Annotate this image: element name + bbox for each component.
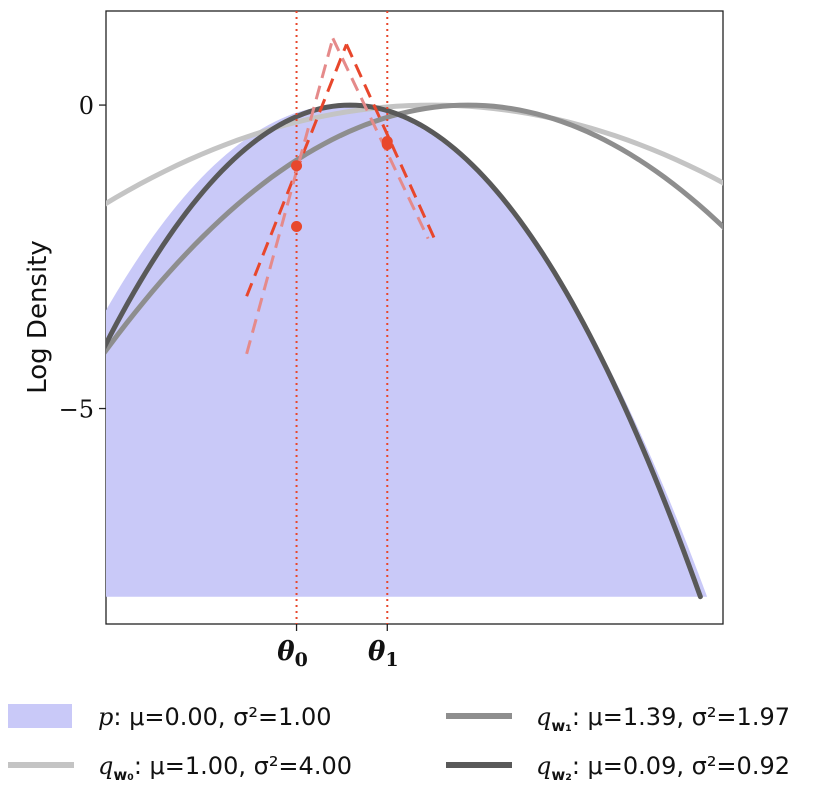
- tangent-point-3: [381, 139, 393, 151]
- y-tick-label-0: 0: [79, 92, 94, 120]
- series-curve-1: [106, 102, 723, 355]
- legend-var-0: p: [98, 703, 113, 731]
- tangent-line-1: [345, 43, 439, 246]
- tangent-point-0: [291, 160, 303, 172]
- legend-swatch-0: [8, 704, 72, 728]
- series-curve-2: [106, 102, 703, 600]
- legend-params-2: : μ=1.39, σ²=1.97: [572, 703, 790, 731]
- legend-label-1: qw₀: μ=1.00, σ²=4.00: [98, 752, 352, 784]
- legend-params-3: : μ=0.09, σ²=0.92: [572, 752, 790, 780]
- x-tick-subscript-0: 0: [295, 649, 308, 671]
- legend-sub-2: w₁: [551, 717, 571, 735]
- legend-label-2: qw₁: μ=1.39, σ²=1.97: [536, 703, 790, 735]
- legend-params-0: : μ=0.00, σ²=1.00: [113, 703, 331, 731]
- legend-var-1: q: [98, 752, 113, 780]
- legend-var-2: q: [536, 703, 551, 731]
- x-tick-label-0: θ0: [277, 637, 308, 671]
- tangent-line-2: [245, 37, 335, 355]
- legend-sub-1: w₀: [113, 766, 133, 784]
- tangent-point-1: [291, 220, 303, 232]
- legend-var-3: q: [536, 752, 551, 780]
- legend-params-1: : μ=1.00, σ²=4.00: [134, 752, 352, 780]
- legend-sub-3: w₂: [551, 766, 571, 784]
- tangent-line-3: [331, 37, 430, 240]
- target-density-area: [106, 105, 708, 597]
- y-axis-label: Log Density: [23, 240, 53, 394]
- x-tick-subscript-1: 1: [385, 649, 398, 671]
- legend-label-0: p: μ=0.00, σ²=1.00: [98, 703, 332, 731]
- x-tick-label-1: θ1: [368, 637, 399, 671]
- legend-label-3: qw₂: μ=0.09, σ²=0.92: [536, 752, 790, 784]
- y-tick-label-1: −5: [59, 396, 94, 424]
